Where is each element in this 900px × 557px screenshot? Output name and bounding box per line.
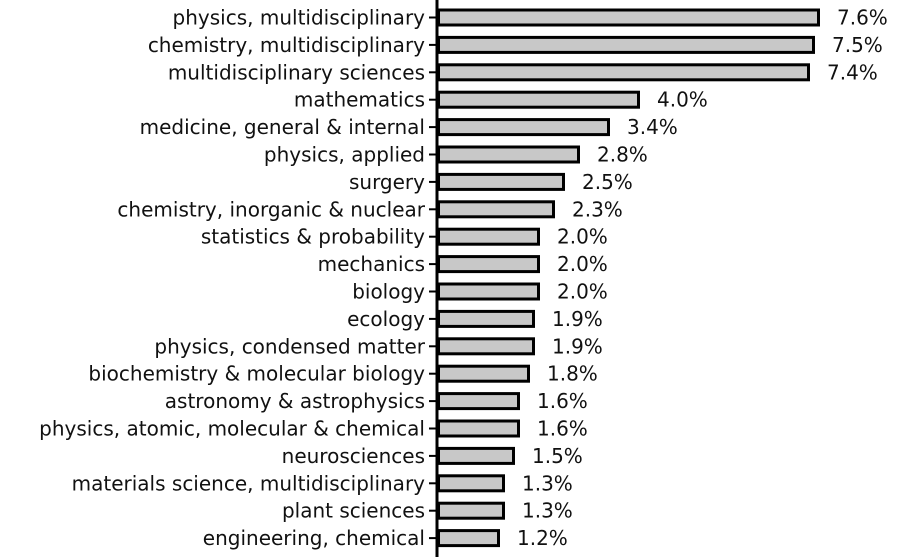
bar [437, 8, 820, 27]
value-label: 2.5% [582, 170, 633, 194]
value-label: 2.8% [597, 143, 648, 167]
value-label: 1.3% [522, 471, 573, 495]
category-label: ecology [347, 307, 425, 331]
value-label: 1.6% [537, 389, 588, 413]
value-label: 7.5% [832, 33, 883, 57]
bar [437, 90, 640, 109]
bar [437, 309, 535, 328]
bar [437, 227, 540, 246]
category-label: plant sciences [282, 499, 425, 523]
category-label: astronomy & astrophysics [165, 389, 425, 413]
value-label: 7.6% [837, 6, 888, 30]
value-label: 4.0% [657, 88, 708, 112]
value-label: 2.0% [557, 280, 608, 304]
category-label: engineering, chemical [203, 526, 425, 550]
category-label: physics, applied [264, 143, 425, 167]
bar [437, 255, 540, 274]
value-label: 1.6% [537, 417, 588, 441]
bar [437, 282, 540, 301]
bar [437, 200, 555, 219]
bar [437, 145, 580, 164]
category-label: physics, atomic, molecular & chemical [39, 417, 425, 441]
bar [437, 392, 520, 411]
value-label: 3.4% [627, 115, 678, 139]
category-label: neurosciences [282, 444, 425, 468]
category-label: physics, multidisciplinary [173, 6, 426, 30]
bar [437, 364, 530, 383]
category-label: physics, condensed matter [154, 334, 425, 358]
bar [437, 118, 610, 137]
category-label: surgery [349, 170, 425, 194]
bars-group [437, 8, 820, 548]
bar [437, 419, 520, 438]
bar [437, 63, 810, 82]
value-label: 1.8% [547, 362, 598, 386]
bar [437, 529, 500, 548]
value-label: 2.0% [557, 225, 608, 249]
ticks-group [429, 16, 437, 540]
value-label: 7.4% [827, 60, 878, 84]
value-label: 1.9% [552, 307, 603, 331]
bar [437, 446, 515, 465]
category-label: mechanics [318, 252, 425, 276]
category-label: mathematics [294, 88, 425, 112]
category-labels-group: physics, multidisciplinary chemistry, mul… [39, 6, 426, 551]
category-label: materials science, multidisciplinary [72, 471, 426, 495]
bar [437, 172, 565, 191]
value-label: 2.3% [572, 197, 623, 221]
category-label: statistics & probability [201, 225, 425, 249]
value-label: 1.5% [532, 444, 583, 468]
bar [437, 35, 815, 54]
bar [437, 337, 535, 356]
category-label: biology [352, 280, 425, 304]
value-label: 1.3% [522, 499, 573, 523]
bar [437, 501, 505, 520]
category-label: multidisciplinary sciences [168, 60, 425, 84]
category-label: biochemistry & molecular biology [88, 362, 425, 386]
value-label: 1.2% [517, 526, 568, 550]
category-label: chemistry, multidisciplinary [148, 33, 425, 57]
value-label: 2.0% [557, 252, 608, 276]
bar [437, 474, 505, 493]
category-label: medicine, general & internal [140, 115, 425, 139]
value-labels-group: 7.6% 7.5% 7.4% 4.0% 3.4% 2.8% 2.5% 2.3% 2.0% 2.0%… [517, 6, 888, 551]
value-label: 1.9% [552, 334, 603, 358]
category-label: chemistry, inorganic & nuclear [117, 197, 425, 221]
